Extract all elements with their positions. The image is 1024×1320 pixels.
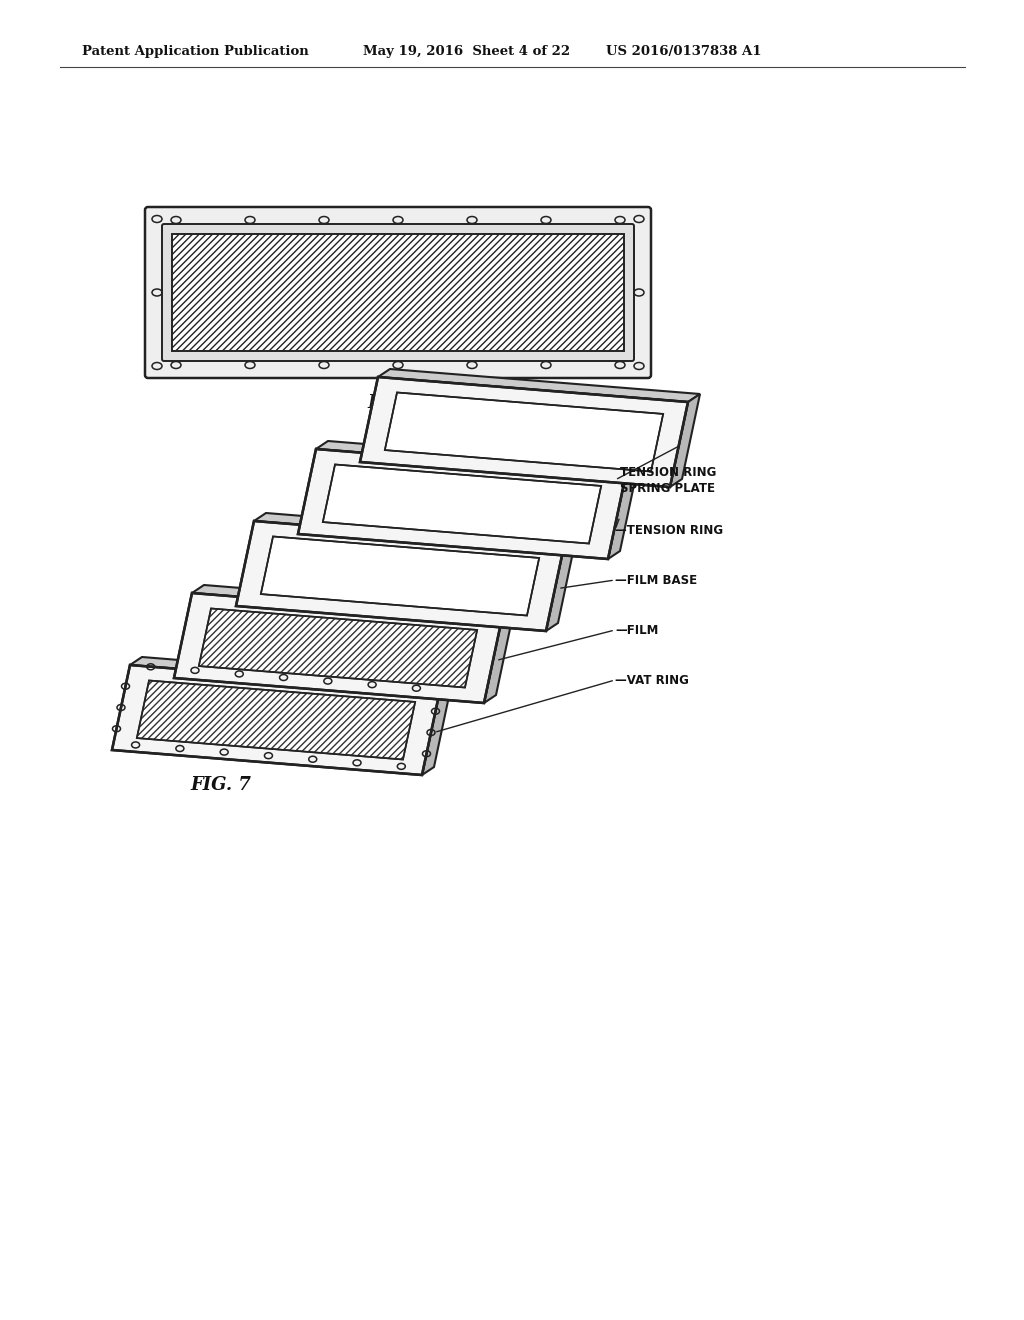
Polygon shape <box>193 585 514 618</box>
Polygon shape <box>261 536 540 615</box>
Polygon shape <box>422 682 452 775</box>
Polygon shape <box>130 657 452 690</box>
Polygon shape <box>484 610 514 704</box>
Polygon shape <box>174 593 502 704</box>
Bar <box>172 234 624 351</box>
Text: —TENSION RING: —TENSION RING <box>615 524 723 536</box>
Text: US 2016/0137838 A1: US 2016/0137838 A1 <box>606 45 762 58</box>
Polygon shape <box>378 370 700 403</box>
Polygon shape <box>360 378 688 487</box>
Text: —FILM: —FILM <box>615 623 658 636</box>
Polygon shape <box>608 466 638 558</box>
Polygon shape <box>546 539 575 631</box>
Polygon shape <box>236 521 564 631</box>
Text: FIG. 6: FIG. 6 <box>368 393 428 412</box>
Polygon shape <box>316 441 638 474</box>
FancyBboxPatch shape <box>162 224 634 360</box>
Polygon shape <box>298 449 626 558</box>
Polygon shape <box>385 392 664 471</box>
FancyBboxPatch shape <box>145 207 651 378</box>
Text: TENSION RING: TENSION RING <box>620 466 717 479</box>
Text: Patent Application Publication: Patent Application Publication <box>82 45 309 58</box>
Text: —FILM BASE: —FILM BASE <box>615 573 697 586</box>
Text: —VAT RING: —VAT RING <box>615 673 689 686</box>
Text: FIG. 7: FIG. 7 <box>190 776 251 795</box>
Polygon shape <box>112 665 440 775</box>
Text: SPRING PLATE: SPRING PLATE <box>620 482 715 495</box>
Polygon shape <box>137 681 415 759</box>
Polygon shape <box>323 465 601 544</box>
Text: May 19, 2016  Sheet 4 of 22: May 19, 2016 Sheet 4 of 22 <box>362 45 570 58</box>
Polygon shape <box>670 393 700 487</box>
Polygon shape <box>254 513 575 546</box>
Polygon shape <box>199 609 477 688</box>
